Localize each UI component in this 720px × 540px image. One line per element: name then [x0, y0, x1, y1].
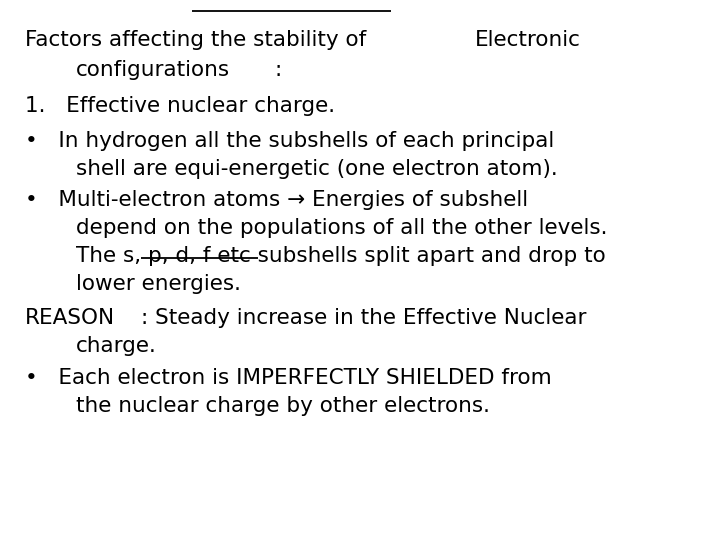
Text: :: : [274, 60, 282, 80]
Text: lower energies.: lower energies. [76, 274, 240, 294]
Text: Electronic: Electronic [474, 30, 580, 50]
Text: Factors affecting the stability of: Factors affecting the stability of [25, 30, 374, 50]
Text: •   Each electron is IMPERFECTLY SHIELDED from: • Each electron is IMPERFECTLY SHIELDED … [25, 368, 552, 388]
Text: : Steady increase in the Effective Nuclear: : Steady increase in the Effective Nucle… [142, 308, 587, 328]
Text: charge.: charge. [76, 336, 156, 356]
Text: The s, p, d, f etc subshells split apart and drop to: The s, p, d, f etc subshells split apart… [76, 246, 606, 266]
Text: shell are equi-energetic (one electron atom).: shell are equi-energetic (one electron a… [76, 159, 557, 179]
Text: 1.   Effective nuclear charge.: 1. Effective nuclear charge. [25, 96, 336, 116]
Text: the nuclear charge by other electrons.: the nuclear charge by other electrons. [76, 396, 490, 416]
Text: •   Multi-electron atoms → Energies of subshell: • Multi-electron atoms → Energies of sub… [25, 190, 528, 210]
Text: •   In hydrogen all the subshells of each principal: • In hydrogen all the subshells of each … [25, 131, 554, 151]
Text: configurations: configurations [76, 60, 230, 80]
Text: REASON: REASON [25, 308, 115, 328]
Text: depend on the populations of all the other levels.: depend on the populations of all the oth… [76, 218, 607, 238]
